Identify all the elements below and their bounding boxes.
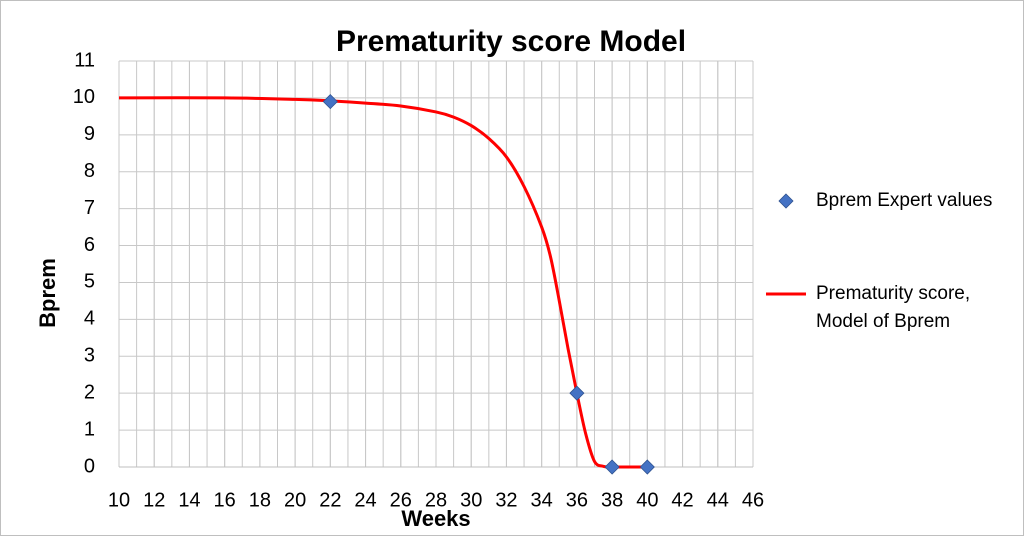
y-tick-label: 7 [84, 197, 95, 219]
legend-item: Bprem Expert values [766, 187, 1016, 215]
y-tick-label: 11 [74, 49, 95, 71]
y-tick-label: 6 [84, 234, 95, 256]
legend-label: Bprem Expert values [816, 190, 993, 211]
x-tick-label: 10 [108, 489, 130, 511]
scatter-point [569, 385, 585, 401]
legend-line [766, 292, 806, 296]
y-axis-label: Bprem [35, 258, 60, 328]
scatter-point [322, 94, 338, 110]
x-tick-label: 26 [390, 489, 412, 511]
legend-marker [778, 193, 794, 209]
x-tick-label: 22 [319, 489, 341, 511]
x-tick-label: 42 [671, 489, 693, 511]
y-tick-label: 9 [84, 123, 95, 145]
y-tick-label: 8 [84, 160, 95, 182]
y-tick-label: 5 [84, 271, 95, 293]
y-tick-label: 1 [84, 418, 95, 440]
x-tick-label: 30 [460, 489, 482, 511]
y-tick-label: 2 [84, 381, 95, 403]
y-tick-label: 10 [73, 86, 95, 108]
x-tick-label: 14 [178, 489, 200, 511]
x-tick-label: 46 [742, 489, 764, 511]
x-tick-label: 18 [249, 489, 271, 511]
x-tick-label: 40 [636, 489, 658, 511]
y-tick-label: 3 [84, 345, 95, 367]
x-axis-label: Weeks [401, 506, 470, 531]
chart-title: Prematurity score Model [336, 25, 686, 58]
y-tick-label: 4 [84, 308, 95, 330]
x-tick-label: 24 [354, 489, 376, 511]
x-tick-label: 12 [143, 489, 165, 511]
scatter-point [604, 459, 620, 475]
x-tick-label: 36 [566, 489, 588, 511]
x-tick-label: 32 [495, 489, 517, 511]
x-tick-label: 34 [531, 489, 553, 511]
y-tick-label: 0 [84, 455, 95, 477]
legend-item: Prematurity score, Model of Bprem [766, 280, 1016, 336]
legend-label: Prematurity score, Model of Bprem [816, 283, 971, 332]
x-tick-label: 44 [707, 489, 729, 511]
scatter-point [639, 459, 655, 475]
x-tick-label: 20 [284, 489, 306, 511]
x-tick-label: 28 [425, 489, 447, 511]
x-tick-label: 38 [601, 489, 623, 511]
x-tick-label: 16 [214, 489, 236, 511]
